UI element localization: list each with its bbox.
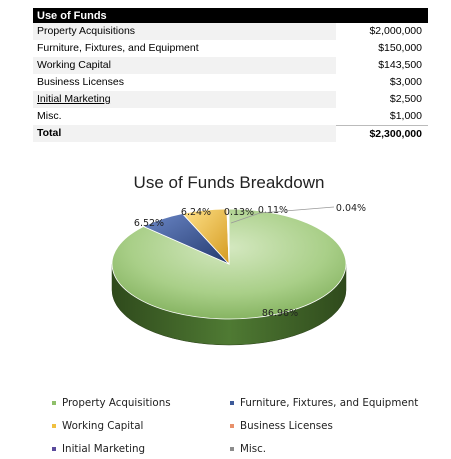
table-row: Furniture, Fixtures, and Equipment $150,0… bbox=[33, 40, 428, 57]
table-header: Use of Funds bbox=[33, 8, 428, 23]
row-label: Property Acquisitions bbox=[33, 23, 336, 40]
table-total-row: Total $2,300,000 bbox=[33, 125, 428, 142]
chart-title: Use of Funds Breakdown bbox=[134, 173, 325, 192]
row-label: Furniture, Fixtures, and Equipment bbox=[37, 42, 199, 54]
row-value: $143,500 bbox=[336, 57, 428, 74]
legend-swatch bbox=[230, 400, 234, 405]
data-label: 0.04% bbox=[336, 203, 366, 214]
data-label: 6.52% bbox=[134, 218, 164, 229]
legend-item: Business Licenses bbox=[230, 417, 442, 434]
legend-swatch bbox=[230, 423, 234, 428]
row-value: $3,000 bbox=[336, 74, 428, 91]
row-value: $150,000 bbox=[336, 40, 428, 57]
legend-swatch bbox=[52, 400, 56, 405]
data-label: 0.13% bbox=[224, 207, 254, 218]
table-row: Business Licenses $3,000 bbox=[33, 74, 428, 91]
total-value: $2,300,000 bbox=[336, 125, 428, 142]
data-label: 0.11% bbox=[258, 205, 288, 216]
legend-label: Misc. bbox=[240, 442, 267, 455]
legend-item: Misc. bbox=[230, 440, 442, 457]
legend-label: Property Acquisitions bbox=[62, 396, 171, 409]
row-label: Misc. bbox=[37, 110, 62, 122]
legend-label: Business Licenses bbox=[240, 419, 333, 432]
table-row: Property Acquisitions $2,000,000 bbox=[33, 23, 428, 40]
table-row: Misc. $1,000 bbox=[33, 108, 428, 125]
legend-swatch bbox=[230, 446, 234, 451]
row-value: $2,500 bbox=[336, 91, 428, 108]
data-label: 6.24% bbox=[181, 207, 211, 218]
legend-item: Initial Marketing bbox=[52, 440, 230, 457]
legend-swatch bbox=[52, 446, 56, 451]
legend-item: Working Capital bbox=[52, 417, 230, 434]
legend-item: Furniture, Fixtures, and Equipment bbox=[230, 394, 442, 411]
legend-item: Property Acquisitions bbox=[52, 394, 230, 411]
row-label: Business Licenses bbox=[37, 76, 124, 88]
legend-label: Furniture, Fixtures, and Equipment bbox=[240, 396, 419, 409]
use-of-funds-table: Use of Funds Property Acquisitions $2,000… bbox=[33, 8, 428, 142]
leader-line bbox=[230, 206, 335, 224]
pie-chart: Use of Funds Breakdown 86.96% 6.52% 6.24% 0… bbox=[111, 173, 366, 346]
legend-label: Working Capital bbox=[62, 419, 144, 432]
table-row: Initial Marketing $2,500 bbox=[33, 91, 428, 108]
row-value: $2,000,000 bbox=[336, 23, 428, 40]
data-label: 86.96% bbox=[262, 308, 298, 319]
row-label: Initial Marketing bbox=[33, 91, 336, 108]
table-row: Working Capital $143,500 bbox=[33, 57, 428, 74]
row-value: $1,000 bbox=[336, 108, 428, 125]
total-label: Total bbox=[33, 125, 336, 142]
chart-legend: Property Acquisitions Furniture, Fixture… bbox=[52, 394, 442, 457]
row-label: Working Capital bbox=[33, 57, 336, 74]
legend-label: Initial Marketing bbox=[62, 442, 146, 455]
legend-swatch bbox=[52, 423, 56, 428]
